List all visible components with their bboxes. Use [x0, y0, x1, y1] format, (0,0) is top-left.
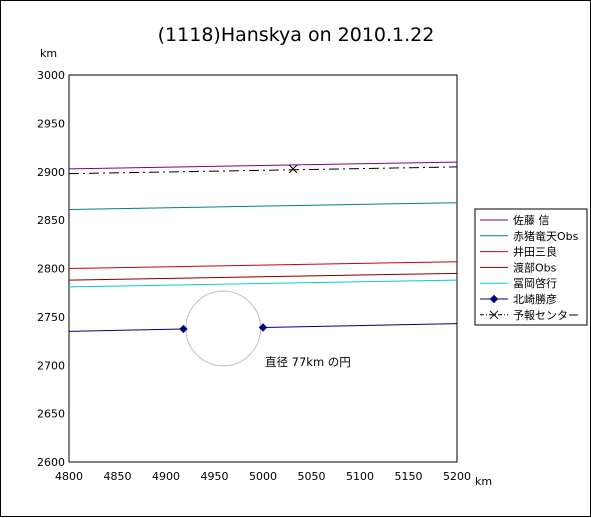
series-3 [68, 272, 458, 281]
chart-title: (1118)Hanskya on 2010.1.22 [158, 24, 435, 46]
series-point [288, 164, 298, 174]
legend-item: 赤猪竜天Obs [480, 229, 579, 243]
series-4 [68, 279, 458, 288]
series-0 [68, 161, 458, 170]
legend-label: 予報センター [513, 309, 579, 322]
series-point [258, 323, 268, 332]
legend-item: 井田三良 [480, 245, 557, 259]
series-5 [68, 323, 458, 334]
series-line [68, 279, 458, 288]
series-point [179, 324, 188, 334]
legend-item: 佐藤 信 [480, 213, 550, 227]
x-tick-label: 5200 [443, 470, 471, 483]
legend-label: 井田三良 [513, 245, 557, 259]
legend-item: 予報センター [480, 309, 579, 322]
y-tick-label: 3000 [37, 69, 65, 82]
x-axis-unit: km [475, 475, 492, 488]
x-tick-label: 5150 [395, 470, 423, 483]
legend-marker [489, 310, 499, 320]
plot-area [68, 74, 458, 463]
y-tick-label: 2600 [37, 456, 65, 469]
y-tick-label: 2700 [37, 359, 65, 372]
x-tick-labels: 4800 4850 4900 4950 5000 5050 5100 5150 5200 [55, 470, 471, 483]
y-axis-unit: km [40, 47, 57, 60]
y-tick-label: 2900 [37, 166, 65, 179]
y-tick-label: 2800 [37, 263, 65, 276]
legend-label: 冨岡啓行 [513, 276, 557, 290]
x-tick-label: 5100 [346, 470, 374, 483]
series-line [68, 272, 458, 281]
legend-item: 渡部Obs [480, 260, 557, 274]
circle-annotation: 直径 77km の円 [265, 355, 351, 369]
series-layer [68, 161, 458, 334]
legend-item: 冨岡啓行 [480, 276, 557, 290]
x-tick-label: 5000 [249, 470, 277, 483]
legend-item: 北崎勝彦 [480, 292, 557, 306]
series-line [262, 323, 458, 329]
legend-label: 赤猪竜天Obs [513, 229, 579, 243]
series-line [68, 166, 458, 175]
series-2 [68, 261, 458, 269]
x-tick-label: 4900 [152, 470, 180, 483]
series-6 [68, 164, 458, 175]
x-tick-label: 4950 [201, 470, 229, 483]
series-line [68, 261, 458, 269]
y-tick-label: 2950 [37, 117, 65, 130]
x-tick-label: 4850 [104, 470, 132, 483]
y-tick-labels: 2600 2650 2700 2750 2800 2850 2900 2950 3000 [37, 69, 65, 469]
y-tick-label: 2850 [37, 214, 65, 227]
legend-label: 渡部Obs [513, 260, 557, 274]
legend-marker [489, 294, 499, 304]
series-line [68, 161, 458, 170]
x-tick-label: 4800 [55, 470, 83, 483]
series-line [68, 328, 184, 332]
legend-label: 北崎勝彦 [513, 292, 557, 306]
x-tick-label: 5050 [298, 470, 326, 483]
legend-label: 佐藤 信 [513, 213, 550, 227]
y-tick-label: 2750 [37, 311, 65, 324]
series-1 [68, 202, 458, 210]
y-tick-label: 2650 [37, 408, 65, 421]
series-line [68, 202, 458, 210]
